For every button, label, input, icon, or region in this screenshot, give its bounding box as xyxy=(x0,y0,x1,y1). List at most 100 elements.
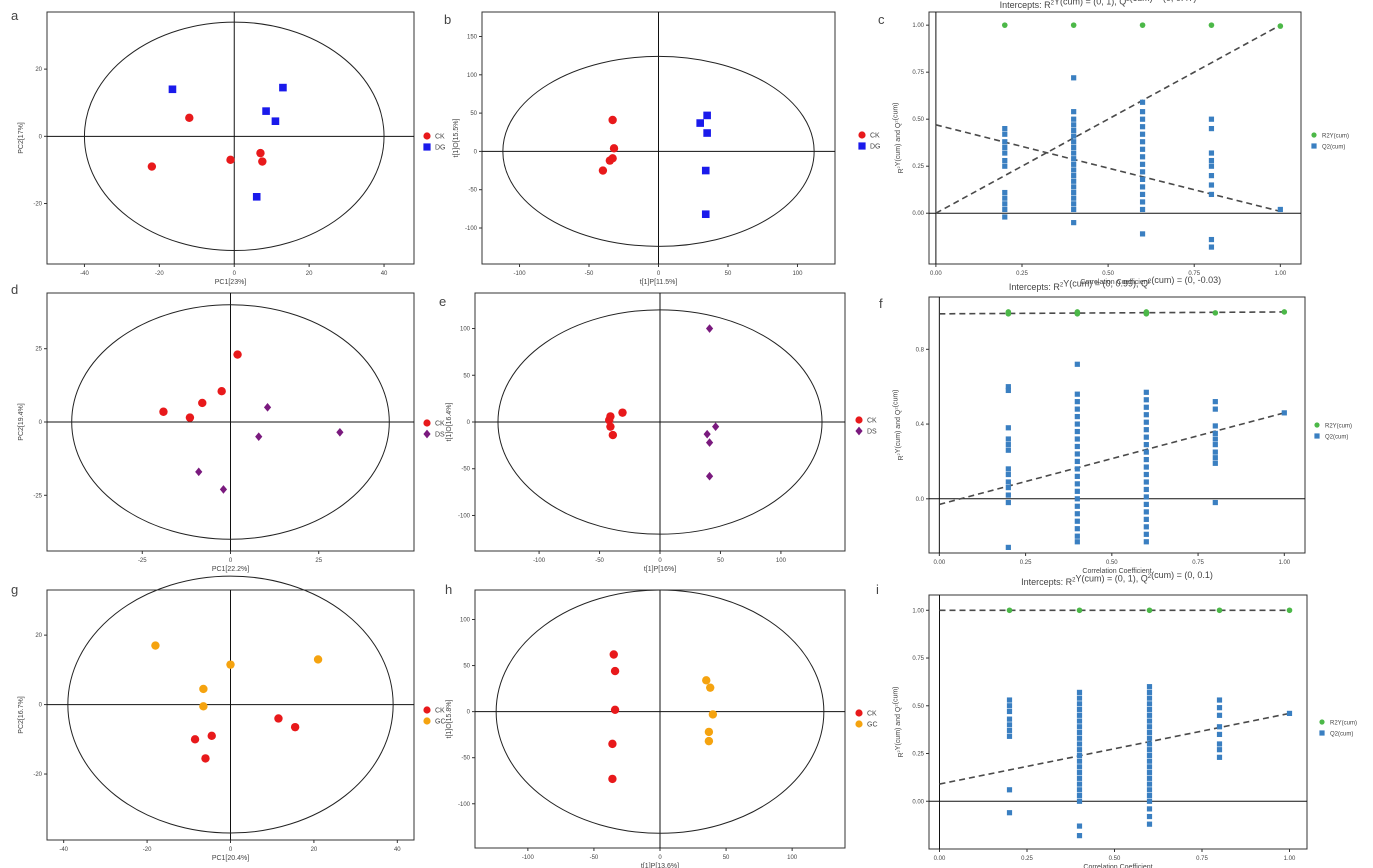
data-point xyxy=(233,350,242,359)
y-tick-label: -20 xyxy=(33,202,42,208)
data-point xyxy=(1139,146,1146,152)
data-point xyxy=(258,157,267,166)
plot-frame xyxy=(928,11,1302,265)
data-point xyxy=(1139,131,1146,137)
data-point xyxy=(1074,518,1080,524)
data-point xyxy=(1071,161,1077,167)
data-point xyxy=(199,684,208,694)
y-tick-label: 100 xyxy=(460,617,471,623)
x-tick-label: 0.50 xyxy=(1106,560,1118,566)
legend: R2Y(cum) Q2(cum) xyxy=(1311,132,1349,151)
data-point xyxy=(696,119,704,127)
data-point xyxy=(1208,191,1215,198)
data-point xyxy=(199,702,208,711)
data-point xyxy=(1074,421,1080,427)
data-point xyxy=(1002,125,1008,132)
data-point xyxy=(605,415,614,425)
data-point xyxy=(1319,719,1325,725)
y-tick-label: 0.50 xyxy=(912,704,924,710)
data-point xyxy=(708,710,718,719)
confidence-ellipse xyxy=(71,304,390,540)
data-point xyxy=(1216,741,1223,747)
y-tick-label: 0.00 xyxy=(912,799,924,805)
data-point xyxy=(1143,412,1149,418)
legend-label: R2Y(cum) xyxy=(1322,134,1349,140)
data-point xyxy=(1005,387,1011,394)
x-tick-label: 1.00 xyxy=(1274,271,1286,277)
data-point xyxy=(1319,730,1325,736)
legend-label: Q2(cum) xyxy=(1330,732,1353,738)
data-point xyxy=(1212,436,1218,442)
data-point xyxy=(1212,449,1218,455)
data-point xyxy=(279,83,287,92)
data-point xyxy=(1281,410,1287,416)
data-point xyxy=(1139,176,1146,182)
panel-letter: a xyxy=(11,8,19,23)
y-tick-label: 0 xyxy=(474,149,478,155)
data-point xyxy=(1146,747,1153,753)
data-point xyxy=(1076,718,1083,724)
x-tick-label: 40 xyxy=(381,271,388,277)
data-point xyxy=(1143,464,1149,470)
legend-label: CK xyxy=(867,711,877,718)
data-point xyxy=(1002,131,1008,137)
data-point xyxy=(1076,787,1083,793)
panel-letter: g xyxy=(11,582,18,597)
y-axis-label: t[1]O[15.5%] xyxy=(453,118,460,157)
y-tick-label: 1.00 xyxy=(912,23,924,29)
data-point xyxy=(1143,531,1149,537)
data-point xyxy=(1146,695,1153,701)
x-tick-label: -20 xyxy=(143,847,152,853)
series-Q2(cum) xyxy=(1002,75,1283,250)
x-tick-label: 0.50 xyxy=(1109,856,1121,862)
data-point xyxy=(1216,705,1223,711)
y-tick-label: 0 xyxy=(39,134,43,140)
x-tick-label: 0 xyxy=(233,271,237,277)
data-point xyxy=(704,736,714,746)
y-tick-label: 0 xyxy=(39,420,43,426)
x-tick-label: 50 xyxy=(725,271,732,277)
data-point xyxy=(195,467,203,477)
data-point xyxy=(1071,139,1077,145)
y-axis-label: R2Y(cum) and Q2(cum) xyxy=(892,390,905,461)
data-point xyxy=(608,430,618,440)
data-point xyxy=(1006,607,1013,614)
data-point xyxy=(1208,163,1215,169)
panel-i: 0.00 0.25 0.50 0.75 1.00 0.00 0.25 0.50 0.75 1.00… xyxy=(876,570,1357,868)
series-DG xyxy=(696,111,711,219)
series-R2Y(cum) xyxy=(1001,22,1284,29)
data-point xyxy=(1146,787,1153,793)
data-point xyxy=(703,111,711,120)
y-tick-label: -100 xyxy=(465,226,478,232)
panel-g: -40 -20 0 20 40 -20 0 20 PC1[20.4%] PC2[16.7%] g CK… xyxy=(11,575,446,862)
plot-frame xyxy=(928,594,1308,850)
data-point xyxy=(705,324,714,333)
data-point xyxy=(1208,182,1215,188)
data-point xyxy=(1139,169,1146,175)
y-tick-label: -100 xyxy=(458,802,471,808)
data-point xyxy=(1143,456,1149,463)
data-point xyxy=(255,432,263,441)
data-point xyxy=(271,117,280,125)
x-tick-label: -40 xyxy=(59,847,68,853)
data-point xyxy=(1277,206,1283,213)
data-point xyxy=(217,387,226,396)
data-point xyxy=(1212,430,1218,437)
x-tick-label: 40 xyxy=(394,847,401,853)
data-point xyxy=(1146,712,1153,718)
panel-letter: b xyxy=(444,12,451,27)
data-point xyxy=(1005,471,1011,478)
data-point xyxy=(1146,792,1153,799)
panel-a: -40 -20 0 20 40 -20 0 20 PC1[23%] PC2[17%] a CK DG xyxy=(11,8,446,286)
data-point xyxy=(1286,607,1293,614)
panel-letter: h xyxy=(445,582,452,597)
data-point xyxy=(855,426,863,436)
data-point xyxy=(1005,447,1011,453)
panel-h: -100 -50 0 50 100 -100 -50 0 50 100 t[1]P[13.6%] t[… xyxy=(445,582,878,868)
data-point xyxy=(1001,22,1008,28)
data-point xyxy=(1074,309,1081,315)
data-point xyxy=(1076,689,1083,695)
data-point xyxy=(1005,384,1011,390)
x-axis-label: t[1]P[11.5%] xyxy=(640,279,678,286)
data-point xyxy=(1277,23,1284,29)
